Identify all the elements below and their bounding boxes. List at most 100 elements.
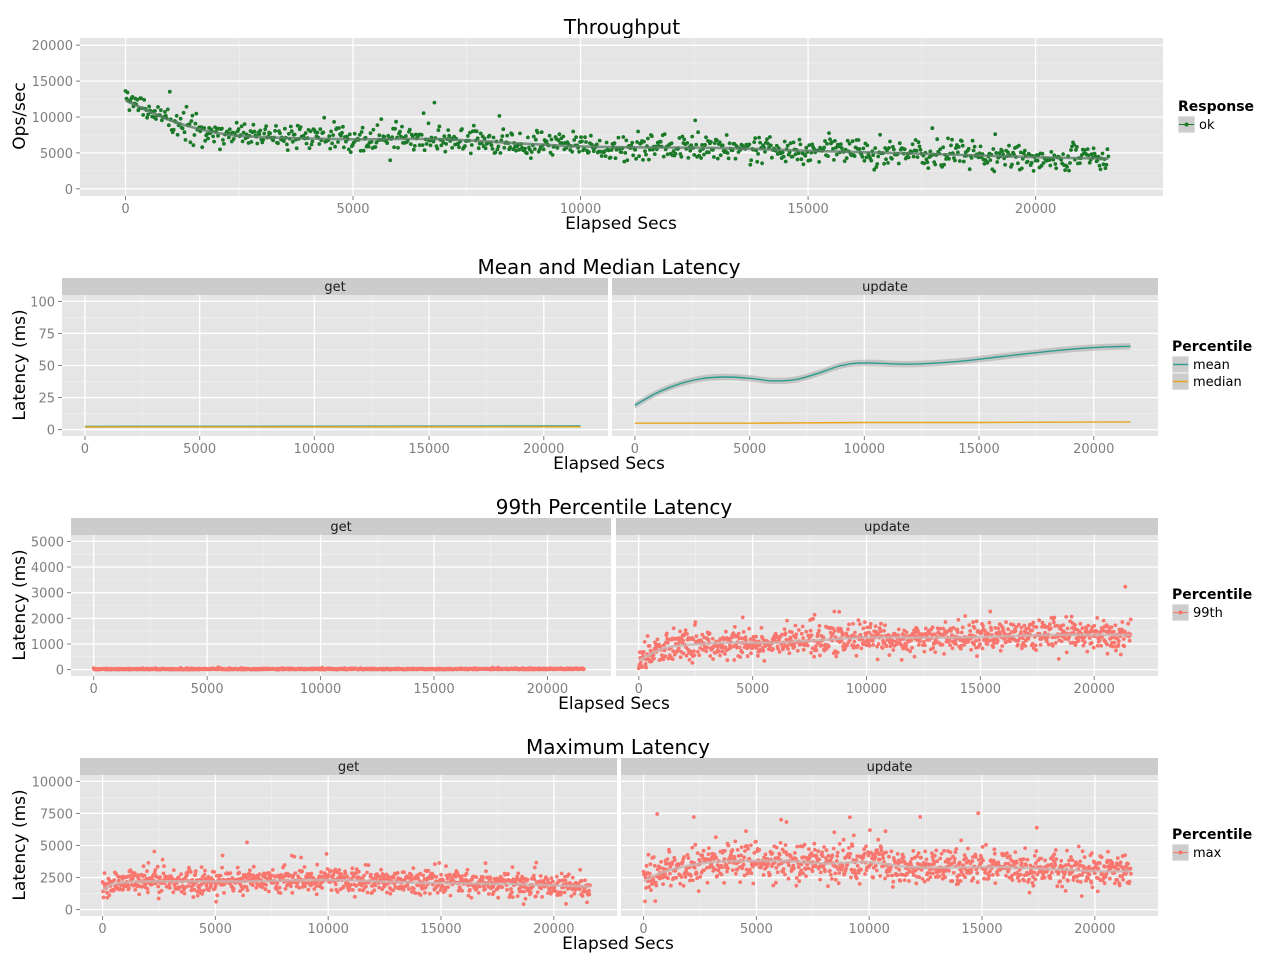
data-point	[659, 140, 663, 144]
data-point	[191, 114, 195, 118]
data-point	[861, 155, 865, 159]
data-point	[782, 155, 786, 159]
data-point	[818, 878, 822, 882]
data-point	[484, 861, 488, 865]
data-point	[1095, 616, 1099, 620]
data-point	[168, 886, 172, 890]
data-point	[784, 631, 788, 635]
data-point	[465, 872, 469, 876]
data-point	[768, 645, 772, 649]
data-point	[620, 150, 624, 154]
data-point	[253, 130, 257, 134]
data-point	[642, 140, 646, 144]
data-point	[624, 139, 628, 143]
data-point	[570, 150, 574, 154]
data-point	[757, 848, 761, 852]
data-point	[762, 873, 766, 877]
legend-label: mean	[1193, 358, 1230, 373]
data-point	[696, 650, 700, 654]
data-point	[321, 131, 325, 135]
data-point	[807, 847, 811, 851]
data-point	[540, 130, 544, 134]
data-point	[183, 130, 187, 134]
data-point	[685, 654, 689, 658]
x-tick-label: 5000	[740, 922, 773, 937]
data-point	[725, 133, 729, 137]
data-point	[192, 143, 196, 147]
data-point	[881, 646, 885, 650]
data-point	[540, 895, 544, 899]
data-point	[668, 872, 672, 876]
data-point	[582, 667, 586, 671]
x-tick-label: 20000	[1074, 922, 1115, 937]
data-point	[666, 876, 670, 880]
data-point	[873, 146, 877, 150]
data-point	[412, 887, 416, 891]
data-point	[834, 655, 838, 659]
data-point	[353, 895, 357, 899]
data-point	[500, 134, 504, 138]
data-point	[784, 160, 788, 164]
y-tick-label: 7500	[40, 807, 73, 822]
data-point	[971, 620, 975, 624]
data-point	[341, 125, 345, 129]
data-point	[475, 887, 479, 891]
data-point	[433, 862, 437, 866]
data-point	[530, 150, 534, 154]
data-point	[532, 135, 536, 139]
data-point	[290, 891, 294, 895]
data-point	[143, 874, 147, 878]
data-point	[975, 871, 979, 875]
data-point	[793, 645, 797, 649]
data-point	[895, 873, 899, 877]
data-point	[690, 846, 694, 850]
data-point	[142, 98, 146, 102]
data-point	[919, 856, 923, 860]
data-point	[560, 872, 564, 876]
data-point	[775, 846, 779, 850]
data-point	[826, 884, 830, 888]
data-point	[829, 873, 833, 877]
data-point	[996, 627, 1000, 631]
data-point	[673, 858, 677, 862]
data-point	[826, 154, 830, 158]
data-point	[931, 872, 935, 876]
data-point	[466, 134, 470, 138]
data-point	[350, 866, 354, 870]
data-point	[167, 123, 171, 127]
data-point	[340, 131, 344, 135]
data-point	[748, 163, 752, 167]
data-point	[579, 135, 583, 139]
data-point	[645, 864, 649, 868]
x-tick-label: 20000	[533, 922, 574, 937]
data-point	[705, 646, 709, 650]
data-point	[738, 655, 742, 659]
data-point	[875, 162, 879, 166]
data-point	[369, 131, 373, 135]
data-point	[505, 134, 509, 138]
data-point	[228, 127, 232, 131]
data-point	[858, 147, 862, 151]
y-axis-label: Latency (ms)	[10, 309, 30, 420]
data-point	[941, 145, 945, 149]
data-point	[704, 135, 708, 139]
data-point	[801, 625, 805, 629]
legend-key-point	[1179, 611, 1183, 615]
data-point	[581, 894, 585, 898]
data-point	[1034, 644, 1038, 648]
data-point	[786, 647, 790, 651]
data-point	[241, 140, 245, 144]
data-point	[563, 891, 567, 895]
data-point	[707, 846, 711, 850]
data-point	[934, 849, 938, 853]
data-point	[846, 627, 850, 631]
data-point	[158, 875, 162, 879]
data-point	[864, 845, 868, 849]
data-point	[1068, 161, 1072, 165]
data-point	[855, 877, 859, 881]
data-point	[983, 629, 987, 633]
data-point	[300, 869, 304, 873]
data-point	[778, 650, 782, 654]
data-point	[827, 645, 831, 649]
